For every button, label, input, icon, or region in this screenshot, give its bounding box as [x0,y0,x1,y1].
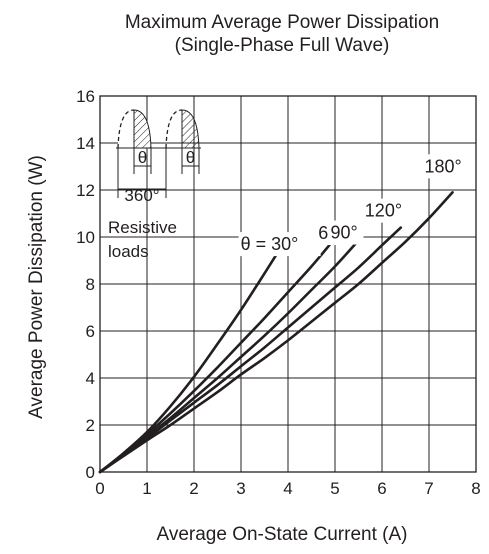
series-label-group: θ = 30°60°90°120°180° [238,154,467,257]
chart-title: Maximum Average Power Dissipation [125,12,439,33]
series-group [98,191,454,474]
y-tick-label: 0 [86,463,95,482]
x-tick-label: 1 [142,479,151,498]
series-line-1 [98,242,332,474]
y-tick-label: 16 [76,87,95,106]
y-tick-label: 4 [86,369,95,388]
theta-label-right: θ [186,148,195,167]
series-line-3 [98,226,403,474]
x-tick-labels: 0 1 2 3 4 5 6 7 8 [95,479,480,498]
series-label-2: 90° [331,223,358,243]
series-label-mask [362,198,407,223]
waveform-shaded-1 [133,109,152,149]
series-line-4 [98,191,454,474]
series-label-0: θ = 30° [241,234,299,254]
plot-frame [99,95,477,473]
x-axis-label: Average On-State Current (A) [157,524,408,545]
y-tick-label: 12 [76,181,95,200]
waveform-dashed-2 [165,109,183,149]
y-tick-labels: 0 2 4 6 8 10 12 14 16 [76,87,95,482]
chart-subtitle: (Single-Phase Full Wave) [175,35,390,56]
x-tick-label: 2 [189,479,198,498]
y-tick-label: 2 [86,416,95,435]
series-label-mask [328,220,364,245]
theta-label-left: θ [138,148,147,167]
x-tick-label: 8 [471,479,480,498]
x-tick-label: 6 [377,479,386,498]
y-axis-label: Average Power Dissipation (W) [26,155,47,419]
y-tick-label: 6 [86,322,95,341]
series-label-mask [238,232,321,257]
y-tick-label: 14 [76,134,95,153]
waveform-inset: θ θ 360° Resistive loads [108,109,201,261]
x-tick-label: 5 [330,479,339,498]
x-tick-label: 3 [236,479,245,498]
waveform-dashed-1 [117,109,135,149]
load-label-line1: Resistive [108,218,177,237]
x-tick-label: 4 [283,479,292,498]
series-label-mask [422,154,467,179]
y-tick-label: 8 [86,275,95,294]
series-label-3: 120° [365,201,402,221]
series-label-4: 180° [425,156,462,176]
y-tick-label: 10 [76,228,95,247]
x-tick-label: 0 [95,479,104,498]
grid [100,96,476,472]
x-tick-label: 7 [424,479,433,498]
load-label-line2: loads [108,242,149,261]
period-label: 360° [124,186,159,205]
waveform-shaded-2 [181,109,200,149]
